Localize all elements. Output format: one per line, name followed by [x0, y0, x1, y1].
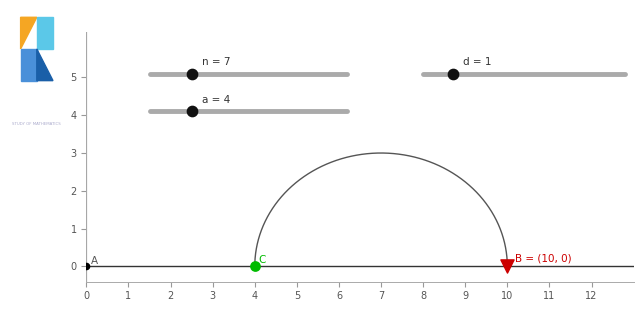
- Text: C: C: [258, 255, 266, 265]
- Point: [250, 264, 260, 269]
- Text: B = (10, 0): B = (10, 0): [515, 253, 572, 264]
- Polygon shape: [20, 49, 37, 81]
- Point: [186, 109, 196, 114]
- Text: d = 1: d = 1: [463, 57, 492, 67]
- Point: [447, 71, 458, 76]
- Polygon shape: [20, 17, 37, 49]
- Text: a = 4: a = 4: [202, 95, 230, 105]
- Point: [81, 264, 92, 269]
- Text: n = 7: n = 7: [202, 57, 230, 67]
- Polygon shape: [37, 49, 53, 81]
- Point: [502, 264, 513, 269]
- Point: [186, 71, 196, 76]
- Text: A: A: [91, 256, 98, 266]
- Polygon shape: [37, 17, 53, 49]
- Text: SOM: SOM: [21, 94, 53, 107]
- Text: STUDY OF MATHEMATICS: STUDY OF MATHEMATICS: [12, 122, 61, 126]
